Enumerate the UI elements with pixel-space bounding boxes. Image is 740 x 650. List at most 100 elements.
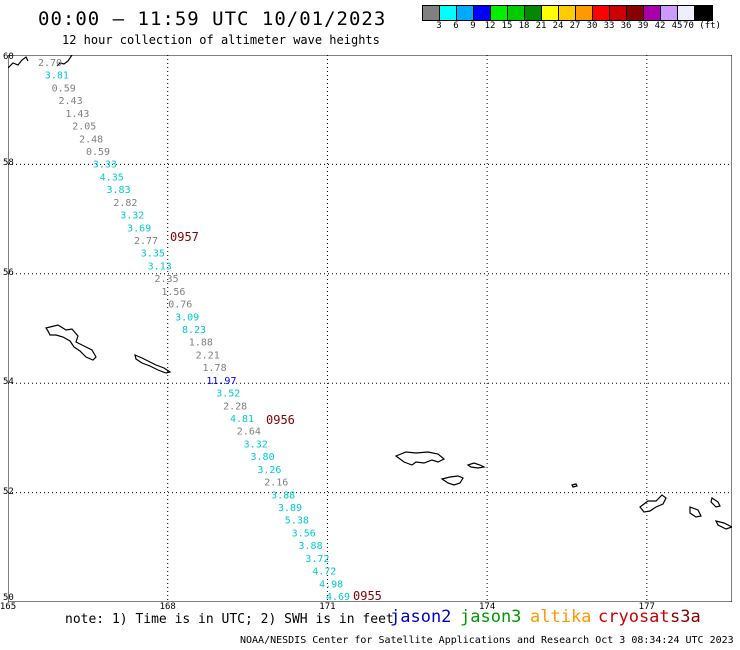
swh-value: 4.98	[319, 579, 343, 590]
lon-label: 177	[638, 602, 655, 612]
swh-value: 3.13	[148, 261, 172, 272]
legend-swatch-2	[457, 6, 474, 20]
swh-value: 0.59	[86, 147, 110, 158]
swh-value: 3.80	[251, 452, 275, 463]
legend-swatch-0	[423, 6, 440, 20]
wave-height-color-legend	[422, 5, 713, 21]
swh-value: 3.83	[107, 185, 131, 196]
coast-nw-corner	[8, 56, 29, 69]
lon-label: 168	[159, 602, 176, 612]
swh-value: 2.28	[223, 401, 247, 412]
lat-label: 56	[3, 267, 14, 278]
map-subtitle: 12 hour collection of altimeter wave hei…	[62, 33, 380, 47]
swh-value: 2.16	[264, 478, 288, 489]
swh-value: 3.88	[299, 541, 323, 552]
lon-label: 171	[319, 602, 336, 612]
swh-value: 8.23	[182, 325, 206, 336]
legend-label: 24	[552, 21, 564, 31]
time-stamp: 0957	[170, 230, 199, 244]
time-stamps: 0957 0956 0955	[170, 230, 382, 602]
swh-value: 2.70	[38, 58, 62, 69]
legend-swatch-10	[593, 6, 610, 20]
island-east-1	[639, 494, 667, 513]
legend-swatch-9	[576, 6, 593, 20]
satellite-s3a: s3a	[670, 607, 701, 627]
lat-label: 52	[3, 486, 14, 497]
swh-value: 5.38	[285, 516, 309, 527]
swh-value: 2.35	[155, 274, 179, 285]
satellite-jason2: jason2	[390, 607, 452, 627]
legend-swatch-5	[508, 6, 525, 20]
swh-value: 3.26	[257, 465, 281, 476]
altimeter-track: 2.703.810.592.431.432.052.480.593.334.35…	[38, 58, 350, 602]
legend-swatch-8	[559, 6, 576, 20]
swh-value: 2.43	[59, 96, 83, 107]
swh-value: 11.97	[206, 376, 236, 387]
satellite-cryosat: cryosat	[598, 607, 670, 627]
map-frame	[8, 55, 732, 602]
legend-label: 39	[637, 21, 649, 31]
coast-nw-corner-2	[56, 55, 73, 67]
lon-label: 165	[0, 602, 17, 612]
swh-value: 3.89	[278, 503, 302, 514]
islet-1	[571, 483, 578, 488]
swh-value: 4.72	[312, 567, 336, 578]
lon-label: 174	[478, 602, 496, 612]
island-east-4	[714, 520, 732, 530]
legend-label: 21	[535, 21, 547, 31]
legend-swatch-16	[695, 6, 712, 20]
swh-value: 2.82	[113, 198, 137, 209]
swh-value: 3.72	[305, 554, 329, 565]
swh-value: 2.21	[196, 350, 220, 361]
legend-label: 27	[569, 21, 581, 31]
legend-label: 15	[501, 21, 513, 31]
legend-swatch-4	[491, 6, 508, 20]
swh-value: 0.59	[52, 83, 76, 94]
swh-value: 0.76	[168, 300, 192, 311]
legend-swatch-15	[678, 6, 695, 20]
island-bowers-1	[394, 451, 446, 466]
legend-swatch-7	[542, 6, 559, 20]
legend-label: 9	[470, 21, 476, 31]
swh-value: 3.81	[45, 71, 69, 82]
altimeter-track-map: 2.703.810.592.431.432.052.480.593.334.35…	[8, 55, 732, 602]
legend-label: 18	[518, 21, 530, 31]
swh-value: 3.56	[292, 528, 316, 539]
swh-value: 2.64	[237, 427, 261, 438]
island-attu	[45, 324, 97, 361]
lat-label: 54	[3, 377, 14, 388]
legend-swatch-14	[661, 6, 678, 20]
swh-value: 3.33	[93, 160, 117, 171]
swh-value: 4.81	[230, 414, 254, 425]
island-east-3	[710, 497, 721, 508]
legend-swatch-12	[627, 6, 644, 20]
lat-label: 60	[3, 52, 14, 62]
swh-value: 2.48	[79, 134, 103, 145]
lat-lon-grid	[8, 55, 732, 602]
legend-swatch-6	[525, 6, 542, 20]
legend-swatch-13	[644, 6, 661, 20]
legend-label: 3	[436, 21, 442, 31]
satellite-altika: altika	[530, 607, 592, 627]
coastlines	[8, 55, 732, 530]
swh-value: 3.69	[127, 223, 151, 234]
lat-label: 50	[3, 593, 14, 603]
lat-label: 58	[3, 158, 14, 169]
legend-label: 12	[484, 21, 496, 31]
island-bowers-3	[440, 475, 464, 486]
legend-label: 70 (ft)	[683, 21, 721, 31]
swh-value: 3.32	[244, 439, 268, 450]
swh-value: 3.32	[120, 211, 144, 222]
island-east-2	[689, 506, 702, 518]
footer-credit: NOAA/NESDIS Center for Satellite Applica…	[240, 635, 734, 646]
swh-value: 2.05	[72, 122, 96, 133]
time-stamp: 0955	[353, 589, 382, 602]
legend-swatch-3	[474, 6, 491, 20]
legend-swatch-1	[440, 6, 457, 20]
legend-label: 6	[453, 21, 459, 31]
time-stamp: 0956	[266, 413, 295, 427]
swh-value: 2.77	[134, 236, 158, 247]
legend-swatch-11	[610, 6, 627, 20]
swh-value: 3.35	[141, 249, 165, 260]
